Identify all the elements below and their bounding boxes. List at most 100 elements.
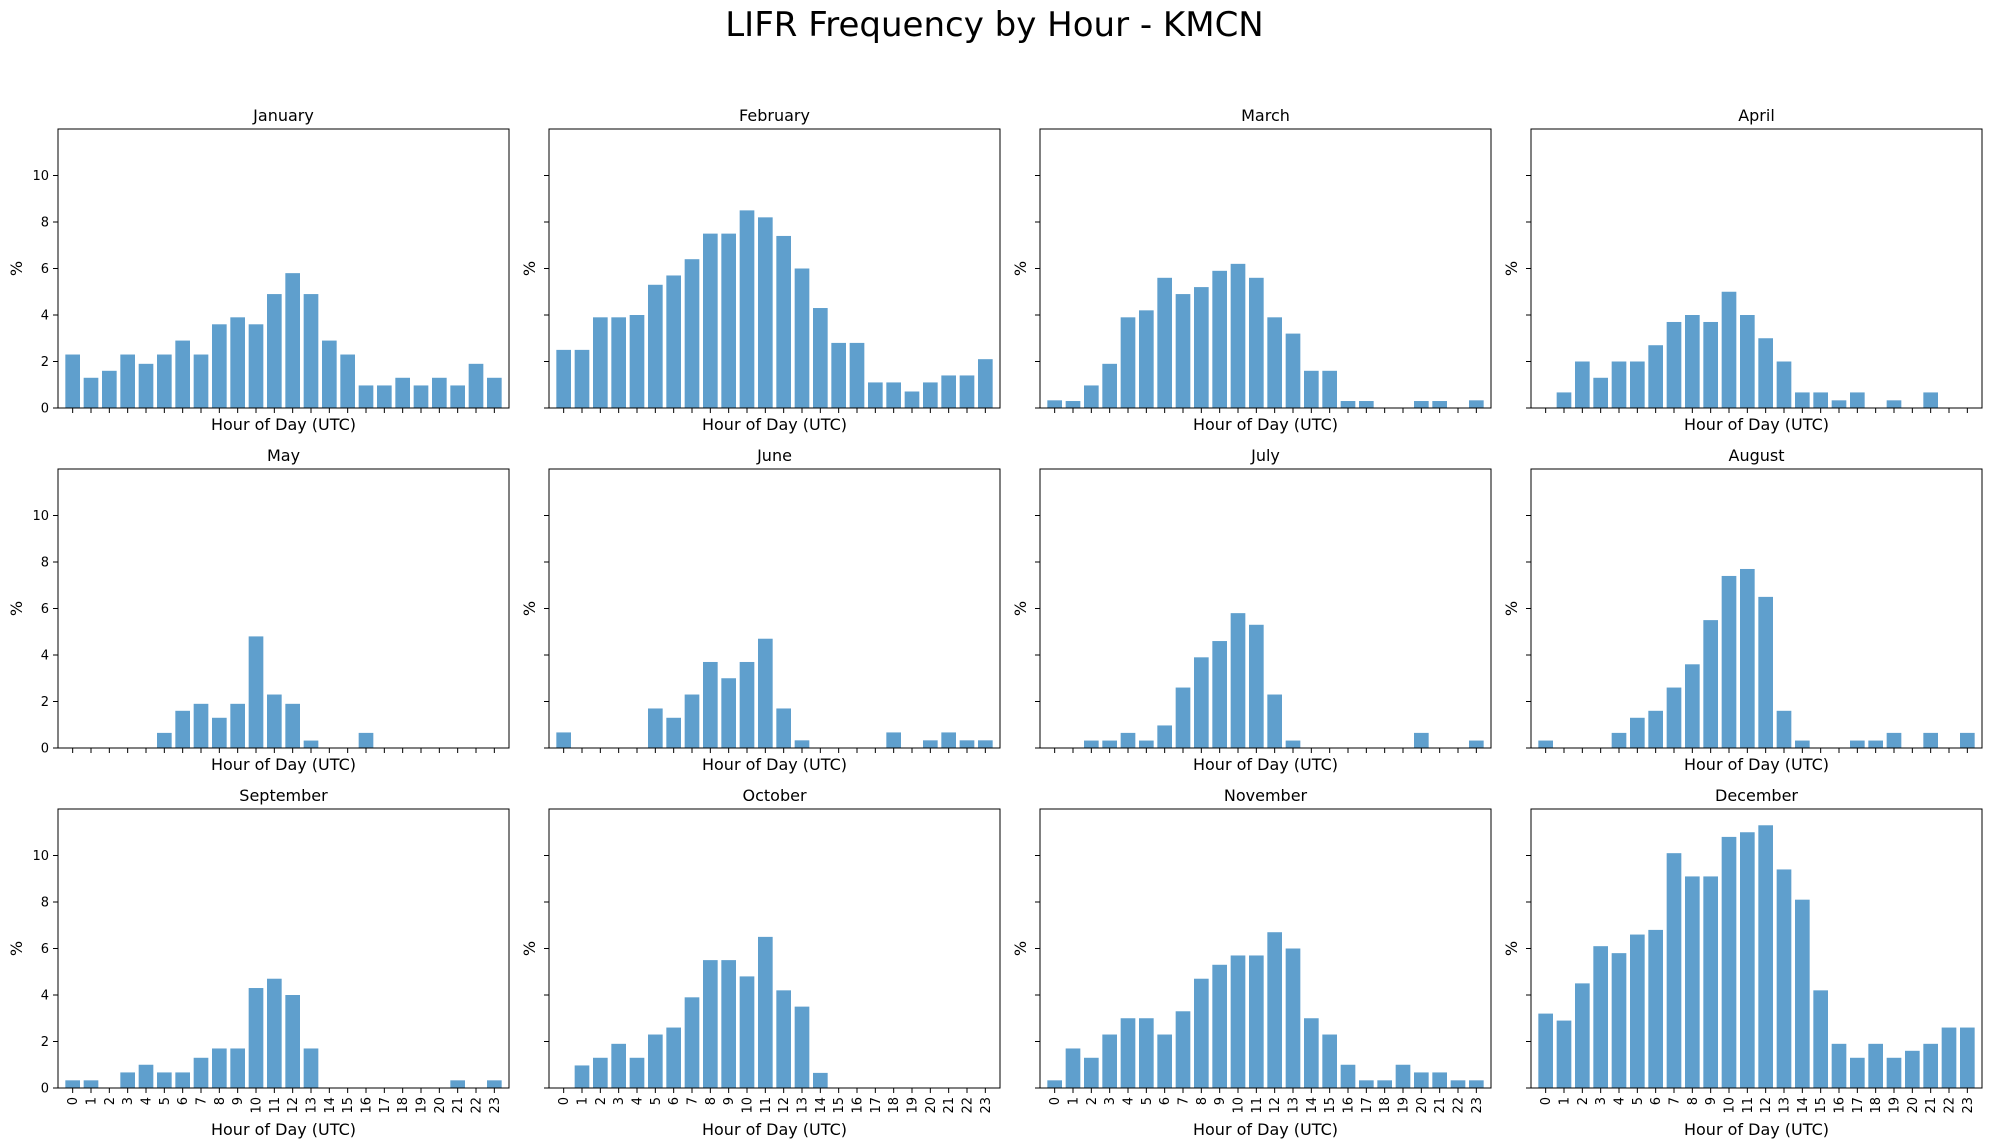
x-tick-label: 6: [1649, 1097, 1664, 1105]
bar-hour-8: [1194, 657, 1209, 748]
bar-hour-4: [138, 1064, 154, 1088]
bar-hour-5: [157, 732, 172, 748]
bar-hour-2: [1575, 361, 1590, 408]
x-tick-label: 23: [488, 1097, 503, 1114]
bar-hour-12: [1267, 317, 1282, 408]
bar-hour-19: [1886, 1057, 1902, 1088]
bar-hour-18: [395, 377, 410, 408]
x-tick-label: 12: [1759, 1097, 1774, 1114]
bar-hour-21: [1432, 1072, 1447, 1088]
bar-hour-9: [1212, 964, 1227, 1088]
bar-hour-4: [1611, 361, 1627, 408]
bar-hour-6: [666, 275, 681, 408]
bar-hour-9: [1703, 876, 1718, 1088]
bar-hour-23: [1960, 1027, 1975, 1088]
bar-hour-6: [1648, 710, 1663, 748]
x-tick-label: 13: [1778, 1097, 1793, 1114]
x-tick-label: 18: [1869, 1097, 1884, 1114]
bar-hour-5: [157, 1072, 172, 1088]
bar-hour-11: [267, 294, 282, 408]
x-tick-label: 10: [741, 1097, 756, 1114]
bar-hour-7: [1175, 294, 1191, 408]
bar-hour-10: [248, 324, 264, 408]
bar-hour-13: [794, 1006, 810, 1088]
bar-hour-16: [1831, 1043, 1847, 1088]
x-tick-label: 22: [1452, 1097, 1467, 1114]
y-tick-label: 10: [32, 169, 49, 184]
bar-hour-12: [1758, 338, 1773, 408]
bar-hour-14: [813, 1072, 828, 1088]
y-tick-label: 6: [41, 262, 49, 277]
bar-hour-13: [1776, 710, 1792, 748]
panel-title: March: [1241, 106, 1290, 125]
x-tick-label: 18: [887, 1097, 902, 1114]
y-axis-label: %: [1502, 601, 1521, 616]
bar-hour-16: [1831, 400, 1847, 408]
bar-hour-20: [1414, 401, 1429, 408]
x-tick-label: 3: [1594, 1097, 1609, 1105]
bar-hour-10: [739, 976, 755, 1088]
x-tick-label: 9: [1213, 1097, 1228, 1105]
figure-title: LIFR Frequency by Hour - KMCN: [725, 5, 1264, 45]
x-tick-label: 4: [1613, 1097, 1628, 1105]
bar-hour-20: [1905, 1050, 1920, 1088]
y-tick-label: 8: [41, 216, 49, 231]
bar-hour-4: [1120, 1018, 1136, 1088]
bar-hour-7: [193, 354, 209, 408]
bar-hour-4: [629, 1057, 645, 1088]
x-tick-label: 16: [360, 1097, 375, 1114]
x-tick-label: 7: [1668, 1097, 1683, 1105]
bar-hour-4: [1120, 317, 1136, 408]
x-tick-label: 0: [66, 1097, 81, 1105]
x-tick-label: 13: [1287, 1097, 1302, 1114]
bar-hour-20: [1414, 1072, 1429, 1088]
x-tick-label: 12: [777, 1097, 792, 1114]
bar-hour-8: [212, 324, 227, 408]
bar-hour-17: [868, 382, 883, 408]
bar-hour-0: [1538, 740, 1553, 748]
y-axis-label: %: [1502, 941, 1521, 956]
bar-hour-6: [1648, 345, 1663, 408]
x-axis-label: Hour of Day (UTC): [211, 415, 356, 434]
x-axis-label: Hour of Day (UTC): [211, 755, 356, 774]
bar-hour-11: [267, 978, 282, 1088]
bar-hour-15: [1813, 392, 1828, 408]
bar-hour-21: [1432, 401, 1447, 408]
bar-hour-8: [703, 960, 718, 1088]
axes-frame: [1039, 468, 1492, 749]
axes-frame: [57, 808, 510, 1089]
bar-hour-14: [322, 340, 337, 408]
bar-hour-10: [248, 636, 264, 748]
bar-hour-17: [1850, 392, 1865, 408]
bar-hour-11: [1740, 315, 1755, 408]
bar-hour-6: [666, 1027, 681, 1088]
x-tick-label: 9: [1704, 1097, 1719, 1105]
bar-hour-12: [1758, 825, 1773, 1088]
bar-hour-10: [1230, 613, 1246, 748]
bar-hour-5: [648, 284, 663, 408]
y-axis-label: %: [7, 601, 26, 616]
bar-hour-0: [65, 1080, 80, 1088]
bar-hour-0: [1538, 1013, 1553, 1088]
bar-hour-7: [684, 997, 700, 1088]
bar-hour-17: [1359, 1080, 1374, 1088]
bar-hour-11: [758, 936, 773, 1088]
bar-hour-9: [1212, 641, 1227, 748]
bar-hour-23: [978, 740, 993, 748]
bar-hour-1: [83, 377, 99, 408]
bar-hour-3: [1593, 946, 1608, 1088]
bar-hour-13: [794, 740, 810, 748]
y-tick-label: 2: [41, 695, 49, 710]
bar-hour-14: [1304, 370, 1319, 408]
panel-title: May: [267, 446, 300, 465]
bar-hour-6: [666, 717, 681, 748]
x-tick-label: 19: [906, 1097, 921, 1114]
bar-hour-13: [1776, 869, 1792, 1088]
x-tick-label: 23: [1470, 1097, 1485, 1114]
x-tick-label: 14: [323, 1097, 338, 1114]
bar-hour-4: [1120, 732, 1136, 748]
x-tick-label: 8: [213, 1097, 228, 1105]
bar-hour-16: [358, 732, 374, 748]
bar-hour-11: [1249, 277, 1264, 408]
